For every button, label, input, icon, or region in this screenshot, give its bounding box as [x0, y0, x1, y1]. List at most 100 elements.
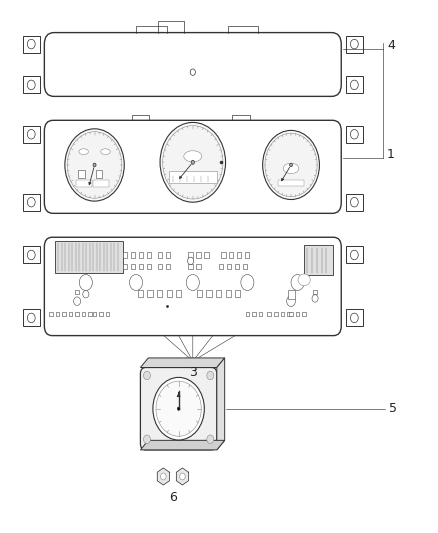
- Circle shape: [27, 80, 35, 90]
- Bar: [346, 126, 363, 143]
- Bar: [106, 312, 110, 316]
- Bar: [22, 246, 40, 263]
- FancyBboxPatch shape: [44, 33, 341, 96]
- Circle shape: [207, 435, 214, 443]
- Circle shape: [83, 290, 89, 298]
- Bar: [278, 180, 304, 187]
- Circle shape: [291, 274, 304, 290]
- FancyBboxPatch shape: [44, 120, 341, 213]
- Bar: [196, 252, 201, 257]
- Bar: [49, 312, 53, 316]
- Bar: [346, 193, 363, 211]
- Bar: [82, 312, 85, 316]
- Bar: [302, 312, 306, 316]
- Bar: [55, 241, 123, 273]
- Bar: [158, 252, 162, 257]
- Circle shape: [186, 274, 199, 290]
- Polygon shape: [157, 468, 170, 485]
- Bar: [252, 312, 256, 316]
- Bar: [123, 264, 127, 269]
- Bar: [88, 312, 92, 316]
- Bar: [287, 312, 290, 316]
- Bar: [76, 180, 92, 187]
- Text: 3: 3: [189, 367, 197, 379]
- Circle shape: [191, 160, 194, 164]
- Bar: [221, 252, 226, 257]
- Bar: [204, 252, 208, 257]
- Circle shape: [93, 163, 96, 167]
- Bar: [22, 76, 40, 93]
- Bar: [96, 170, 102, 177]
- Bar: [22, 309, 40, 326]
- Bar: [148, 290, 152, 296]
- Circle shape: [350, 39, 358, 49]
- Bar: [93, 180, 109, 187]
- Bar: [22, 193, 40, 211]
- Circle shape: [180, 473, 185, 480]
- Circle shape: [177, 407, 180, 410]
- Bar: [123, 252, 127, 257]
- Bar: [197, 290, 202, 296]
- Bar: [346, 76, 363, 93]
- Bar: [235, 290, 240, 296]
- Bar: [188, 252, 193, 257]
- Circle shape: [312, 295, 318, 302]
- Bar: [346, 309, 363, 326]
- Bar: [75, 312, 79, 316]
- Circle shape: [187, 257, 194, 264]
- Bar: [69, 312, 72, 316]
- Bar: [288, 290, 294, 298]
- Ellipse shape: [283, 163, 299, 174]
- Circle shape: [287, 296, 295, 306]
- Circle shape: [350, 80, 358, 90]
- Circle shape: [130, 274, 143, 290]
- Circle shape: [79, 274, 92, 290]
- Bar: [139, 264, 143, 269]
- Circle shape: [207, 371, 214, 379]
- Bar: [62, 312, 66, 316]
- Circle shape: [156, 381, 201, 436]
- Bar: [281, 312, 284, 316]
- Bar: [138, 290, 143, 296]
- Circle shape: [350, 130, 358, 139]
- Bar: [219, 264, 223, 269]
- Text: 5: 5: [389, 402, 397, 415]
- Bar: [226, 290, 231, 296]
- Bar: [157, 290, 162, 296]
- Circle shape: [241, 274, 254, 290]
- Circle shape: [27, 313, 35, 322]
- Bar: [169, 171, 217, 183]
- Bar: [166, 252, 170, 257]
- Ellipse shape: [298, 274, 310, 286]
- Bar: [227, 264, 231, 269]
- Ellipse shape: [184, 151, 202, 162]
- Circle shape: [290, 163, 293, 167]
- Bar: [22, 36, 40, 53]
- Circle shape: [263, 131, 319, 199]
- Circle shape: [350, 197, 358, 207]
- Circle shape: [27, 250, 35, 260]
- Circle shape: [27, 197, 35, 207]
- Bar: [166, 290, 172, 296]
- Bar: [131, 252, 135, 257]
- Bar: [176, 290, 181, 296]
- Bar: [259, 312, 262, 316]
- Bar: [147, 252, 151, 257]
- Bar: [296, 312, 299, 316]
- Bar: [216, 290, 221, 296]
- Circle shape: [144, 435, 150, 443]
- Bar: [206, 290, 212, 296]
- Bar: [196, 264, 201, 269]
- Bar: [268, 312, 271, 316]
- Ellipse shape: [101, 149, 110, 155]
- Bar: [78, 170, 85, 177]
- Circle shape: [350, 313, 358, 322]
- Polygon shape: [141, 440, 225, 450]
- Circle shape: [27, 130, 35, 139]
- Bar: [313, 289, 317, 294]
- Bar: [188, 264, 193, 269]
- Bar: [56, 312, 59, 316]
- Circle shape: [74, 297, 81, 305]
- Text: 1: 1: [387, 148, 395, 161]
- Bar: [75, 289, 79, 294]
